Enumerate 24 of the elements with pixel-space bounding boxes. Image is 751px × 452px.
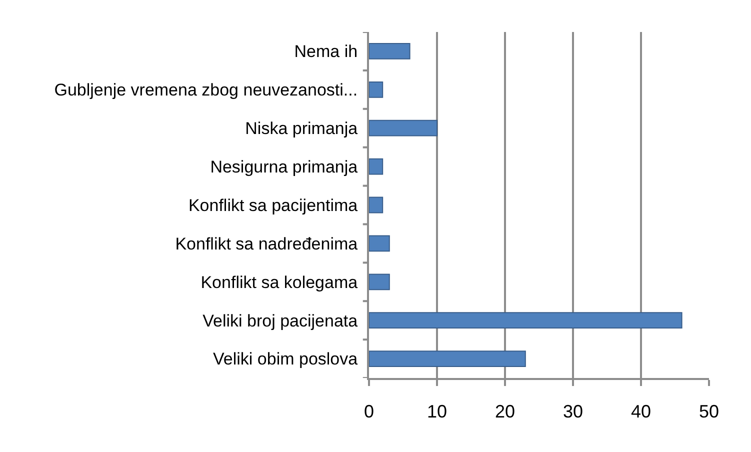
y-tick-label: Veliki broj pacijenata: [202, 311, 358, 330]
y-tick-label: Konflikt sa kolegama: [200, 272, 358, 292]
y-tick-label: Gubljenje vremena zbog neuvezanosti...: [54, 80, 358, 100]
y-tick-label: Niska primanja: [245, 119, 358, 138]
x-tick-label: 0: [364, 402, 374, 422]
bar: [369, 235, 390, 252]
bar: [369, 120, 438, 136]
bar: [369, 312, 682, 329]
y-tick-label: Konflikt sa pacijentima: [188, 196, 358, 215]
x-tick-label: 40: [630, 402, 652, 422]
x-tick-label: 20: [494, 402, 516, 422]
bar: [369, 196, 384, 214]
y-tick-label: Veliki obim poslova: [213, 350, 358, 369]
x-tick-label: 30: [562, 402, 584, 422]
x-tick-label: 50: [698, 402, 720, 422]
bar: [369, 350, 526, 367]
bar: [369, 81, 384, 98]
bar: [369, 43, 410, 60]
bar: [369, 158, 384, 175]
y-tick-label: Nema ih: [294, 42, 358, 62]
y-tick-label: Konflikt sa nadređenima: [175, 234, 358, 254]
bar: [369, 274, 390, 290]
y-tick-label: Nesigurna primanja: [210, 158, 358, 177]
x-tick-label: 10: [426, 402, 448, 422]
